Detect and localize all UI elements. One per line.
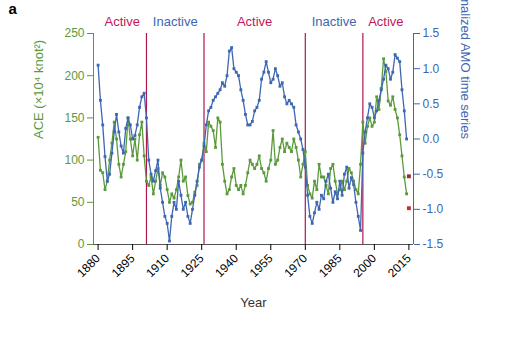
svg-text:1.5: 1.5	[423, 26, 440, 40]
svg-text:250: 250	[64, 26, 84, 40]
svg-text:Active: Active	[105, 14, 140, 29]
svg-text:1.0: 1.0	[423, 62, 440, 76]
svg-text:1910: 1910	[143, 251, 172, 280]
svg-text:Active: Active	[237, 14, 272, 29]
svg-text:1985: 1985	[316, 251, 345, 280]
svg-text:0: 0	[78, 237, 85, 251]
svg-text:1940: 1940	[212, 251, 241, 280]
svg-text:1970: 1970	[281, 251, 310, 280]
svg-text:Inactive: Inactive	[312, 14, 357, 29]
svg-text:0.0: 0.0	[423, 132, 440, 146]
svg-text:150: 150	[64, 111, 84, 125]
svg-text:Inactive: Inactive	[153, 14, 198, 29]
svg-text:-1.5: -1.5	[423, 237, 444, 251]
svg-text:1880: 1880	[74, 251, 103, 280]
svg-text:200: 200	[64, 69, 84, 83]
svg-text:ACE (×10⁴ knot²): ACE (×10⁴ knot²)	[31, 40, 46, 139]
svg-text:Active: Active	[368, 14, 403, 29]
svg-text:0.5: 0.5	[423, 97, 440, 111]
svg-text:50: 50	[71, 195, 85, 209]
svg-text:1925: 1925	[178, 251, 207, 280]
svg-text:100: 100	[64, 153, 84, 167]
svg-text:Normalized AMO time series: Normalized AMO time series	[458, 0, 473, 139]
svg-text:Year: Year	[240, 295, 267, 310]
svg-text:a: a	[9, 0, 18, 17]
svg-text:2000: 2000	[350, 251, 379, 280]
svg-text:-1.0: -1.0	[423, 202, 444, 216]
svg-text:-0.5: -0.5	[423, 167, 444, 181]
svg-text:1895: 1895	[109, 251, 138, 280]
svg-text:2015: 2015	[385, 251, 414, 280]
svg-text:1955: 1955	[247, 251, 276, 280]
